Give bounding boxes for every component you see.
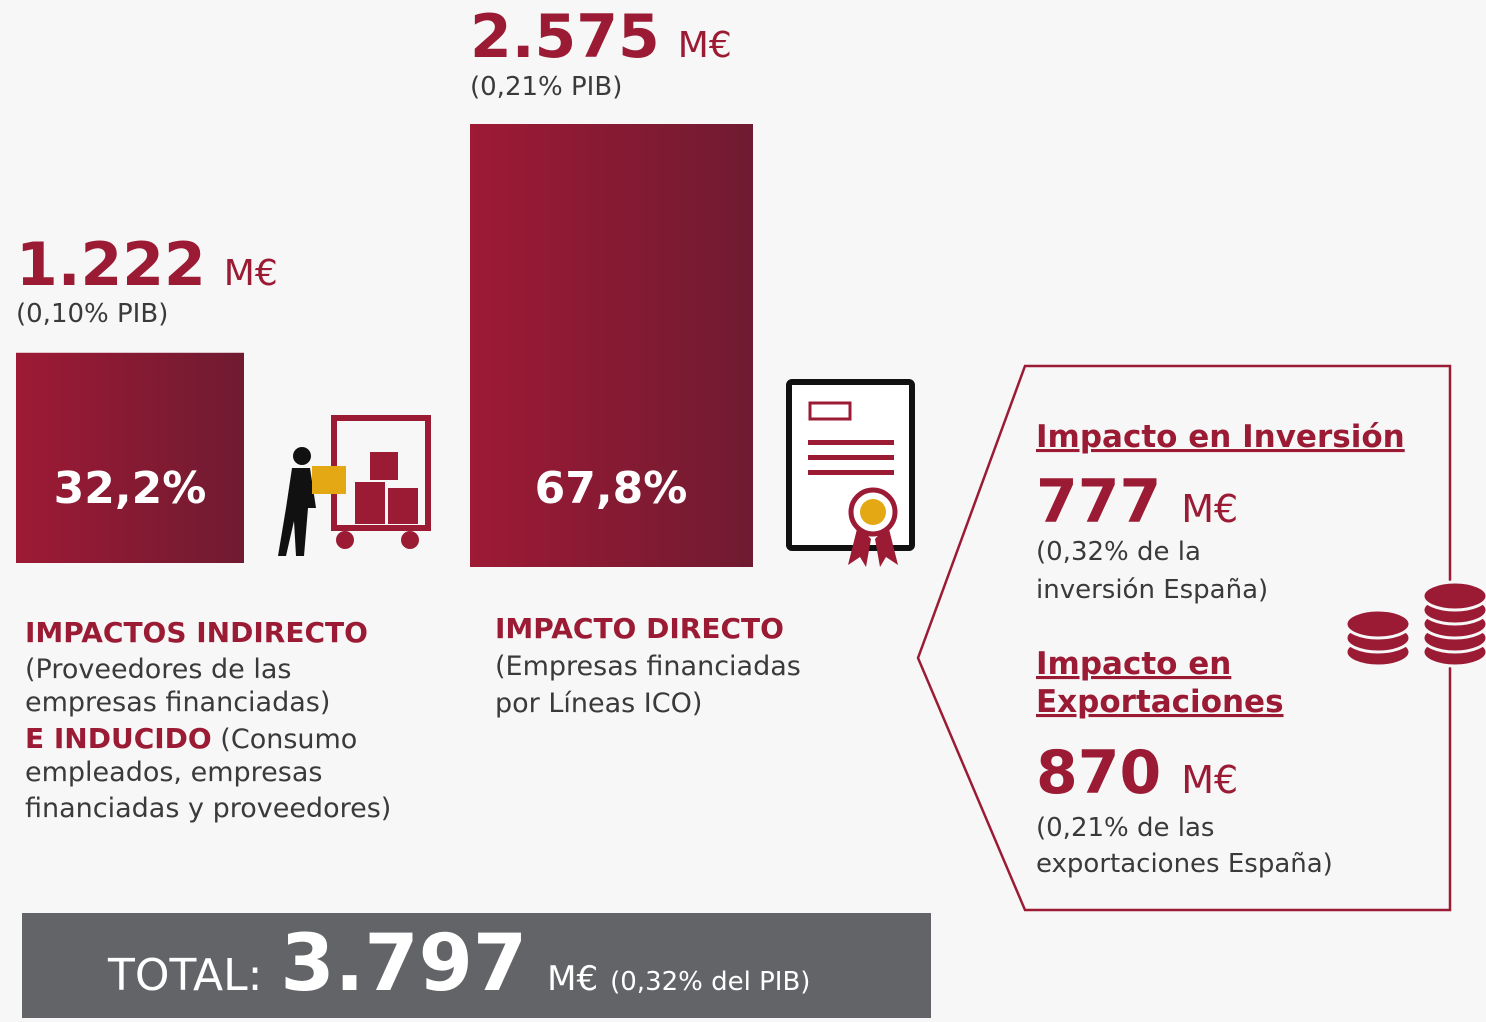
unit: M€ [1181, 487, 1238, 531]
panel-title: Impacto en Inversión [1036, 419, 1405, 455]
desc: (Empresas financiadas [495, 651, 801, 682]
bar [16, 352, 244, 563]
unit: M€ [1181, 758, 1238, 802]
desc: financiadas y proveedores) [25, 793, 391, 824]
panel-title: Impacto en [1036, 646, 1231, 682]
panel-border [916, 364, 1452, 912]
desc: (Consumo [212, 724, 358, 755]
desc: E INDUCIDO (Consumo [25, 722, 357, 755]
direct-title: IMPACTO DIRECTO [495, 612, 784, 645]
value: 777 [1036, 467, 1161, 537]
desc: (Proveedores de las [25, 654, 291, 685]
desc: empleados, empresas [25, 757, 322, 788]
value: 870 [1036, 738, 1161, 808]
total-box [22, 913, 931, 1018]
direct-amount: 2.575 M€ [470, 2, 732, 72]
investment-amount: 777 M€ [1036, 467, 1238, 537]
panel-title: Exportaciones [1036, 684, 1284, 720]
coins-icon [1344, 580, 1486, 668]
supplier-icon [278, 415, 431, 556]
indirect-pib: (0,10% PIB) [16, 299, 168, 329]
total: TOTAL: 3.797 M€ (0,32% del PIB) [107, 919, 810, 1009]
bar [470, 124, 753, 567]
unit: M€ [678, 25, 732, 66]
note: exportaciones España) [1036, 849, 1333, 879]
share: 67,8% [535, 463, 688, 514]
note: (0,21% de las [1036, 813, 1214, 843]
direct-pib: (0,21% PIB) [470, 72, 622, 102]
pib: (0,32% del PIB) [610, 967, 810, 997]
exports-amount: 870 M€ [1036, 738, 1238, 808]
title2: E INDUCIDO [25, 722, 212, 755]
label: TOTAL: [107, 950, 262, 1001]
indirect-amount: 1.222 M€ [16, 230, 278, 300]
certificate-icon [786, 379, 915, 567]
desc: empresas financiadas) [25, 687, 330, 718]
value: 3.797 [280, 919, 527, 1009]
desc: por Líneas ICO) [495, 688, 702, 719]
note: (0,32% de la [1036, 537, 1201, 567]
share: 32,2% [54, 463, 207, 514]
indirect-title: IMPACTOS INDIRECTO [25, 616, 368, 649]
unit: M€ [547, 959, 598, 999]
value: 2.575 [470, 2, 660, 72]
unit: M€ [224, 253, 278, 294]
note: inversión España) [1036, 575, 1268, 605]
value: 1.222 [16, 230, 206, 300]
